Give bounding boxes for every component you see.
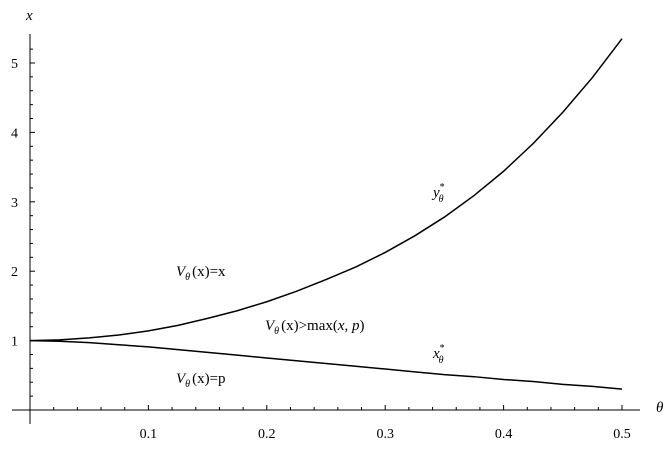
axes [12,34,640,424]
x-tick-label: 0.1 [140,427,158,442]
series-line-y-star [29,38,623,342]
x-tick-label: 0.5 [613,427,631,442]
x-axis-label: θ [656,400,664,416]
series-lines [29,38,623,390]
y-tick-label: 1 [11,335,18,350]
annotation-region-top: Vθ (x)=x [176,264,226,283]
y-tick-label: 5 [11,57,18,72]
x-ticks: 0.1 0.2 0.3 0.4 0.5 [53,405,631,442]
series-line-x-star [29,339,623,390]
x-tick-label: 0.3 [376,427,394,442]
y-tick-label: 4 [11,126,18,141]
y-axis-label: x [25,8,33,24]
y-ticks: 1 2 3 4 5 [11,48,35,397]
annotation-region-middle: Vθ (x)>max(x, p) [265,318,365,337]
annotation-y-star-theta: y* θ [431,182,445,205]
annotation-region-bottom: Vθ (x)=p [176,371,226,390]
y-tick-label: 2 [11,265,18,280]
x-tick-label: 0.4 [495,427,513,442]
y-tick-label: 3 [11,196,18,211]
x-tick-label: 0.2 [258,427,276,442]
annotation-x-star-theta: x* θ [432,343,445,366]
